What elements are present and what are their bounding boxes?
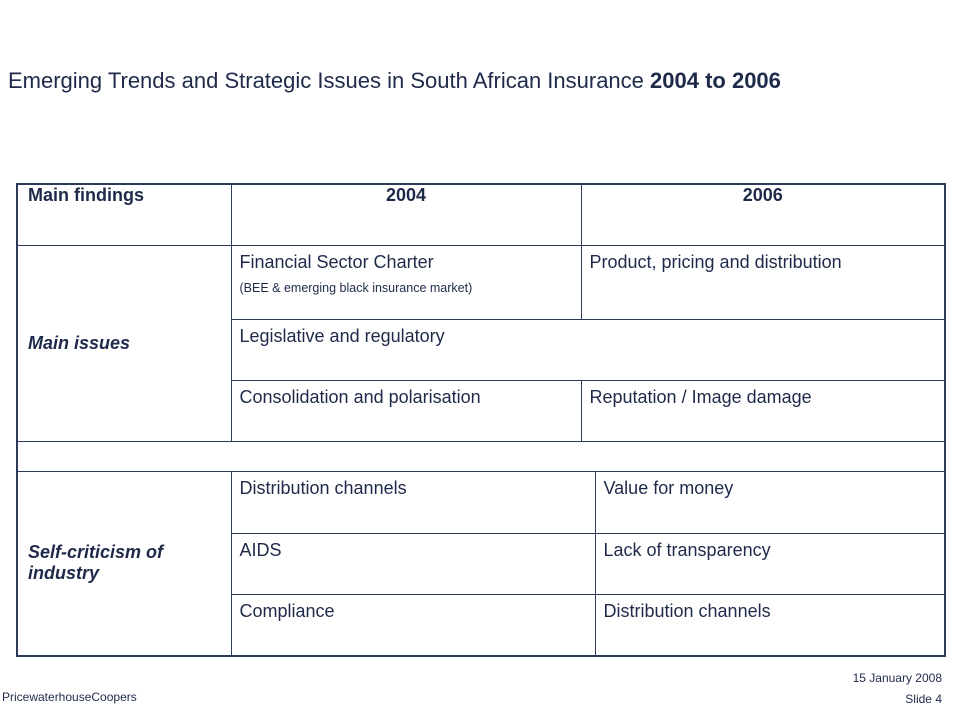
main-issues-row-2: Legislative and regulatory: [17, 319, 946, 381]
header-2006: 2006: [580, 183, 946, 246]
financial-sector-charter-text: Financial Sector Charter: [239, 252, 434, 272]
main-issues-row-3: Consolidation and polarisation Reputatio…: [17, 380, 946, 442]
cell-legislative: Legislative and regulatory: [230, 319, 946, 381]
findings-table: Main findings 2004 2006 Main issues Fina…: [16, 183, 947, 657]
main-issues-row-1: Main issues Financial Sector Charter (BE…: [16, 245, 946, 442]
cell-consolidation: Consolidation and polarisation: [230, 380, 582, 442]
title-regular: Emerging Trends and Strategic Issues in …: [8, 68, 651, 93]
footer-right: 15 January 2008 Slide 4: [853, 668, 942, 710]
footer-date: 15 January 2008: [852, 671, 942, 685]
self-criticism-row-1: Self-criticism of industry Distribution …: [16, 471, 946, 656]
bee-note: (BEE & emerging black insurance market): [239, 281, 473, 295]
cell-distribution-channels: Distribution channels: [230, 471, 596, 534]
spacer-row: [16, 441, 946, 472]
cell-compliance: Compliance: [230, 594, 596, 656]
spacer-cell: [16, 441, 946, 472]
header-main-findings: Main findings: [16, 183, 232, 246]
footer-slide-number: Slide 4: [905, 692, 942, 706]
slide-title: Emerging Trends and Strategic Issues in …: [8, 68, 958, 94]
cell-value-for-money: Value for money: [594, 471, 946, 534]
header-2004: 2004: [230, 183, 582, 246]
cell-aids: AIDS: [230, 533, 596, 595]
main-issues-label: Main issues: [16, 245, 232, 442]
header-row: Main findings 2004 2006: [16, 183, 946, 246]
self-criticism-label: Self-criticism of industry: [16, 471, 232, 656]
cell-financial-sector-charter: Financial Sector Charter (BEE & emerging…: [230, 245, 582, 320]
self-criticism-row-2: AIDS Lack of transparency: [17, 533, 946, 595]
footer-company: PricewaterhouseCoopers: [2, 690, 137, 704]
cell-reputation: Reputation / Image damage: [580, 380, 946, 442]
self-criticism-row-3: Compliance Distribution channels: [17, 594, 946, 656]
cell-product-pricing: Product, pricing and distribution: [580, 245, 946, 320]
cell-distribution-channels-2: Distribution channels: [594, 594, 946, 656]
cell-lack-of-transparency: Lack of transparency: [594, 533, 946, 595]
title-bold: 2004 to 2006: [650, 68, 781, 93]
